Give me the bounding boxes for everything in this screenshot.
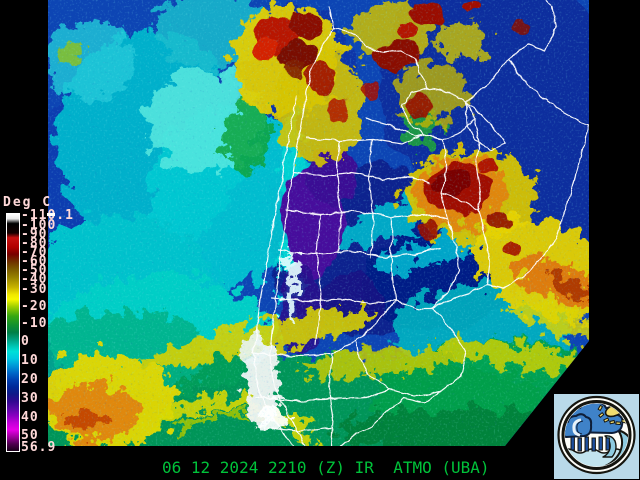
atmo-uba-logo [554, 394, 639, 479]
grain-overlay-blue [48, 0, 589, 446]
rain-icon [570, 436, 610, 452]
timestamp-caption: 06 12 2024 2210 (Z) IR ATMO (UBA) [162, 458, 490, 477]
logo-inner-ring [561, 400, 632, 470]
country-borders [252, 0, 589, 446]
